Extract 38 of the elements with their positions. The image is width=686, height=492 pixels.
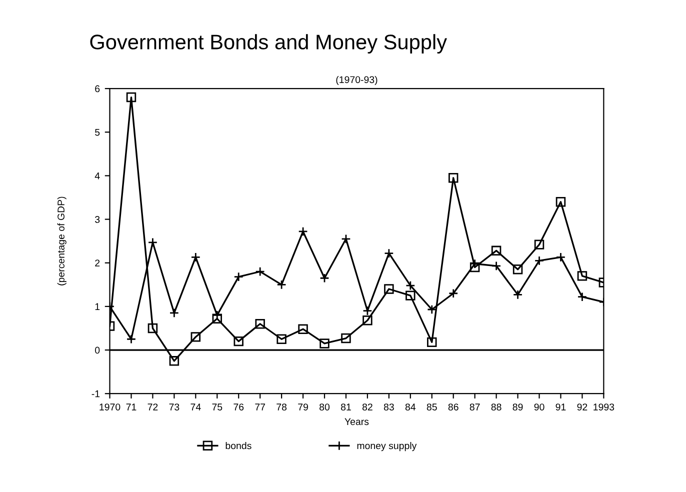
y-tick-label: -1 [92, 390, 100, 398]
y-tick-label: 4 [94, 172, 100, 180]
x-tick-label: 72 [148, 404, 158, 410]
y-tick-label: 3 [95, 216, 100, 223]
x-tick-label: 74 [190, 404, 201, 410]
y-tick-label: 1 [95, 303, 100, 310]
x-tick-label: 71 [126, 404, 136, 410]
x-tick-label: 80 [320, 404, 330, 410]
legend-label: money supply [357, 442, 417, 452]
y-axis-title: (percentage of GDP) [57, 196, 66, 286]
x-tick-label: 78 [276, 404, 287, 410]
y-tick-label: 0 [95, 346, 100, 354]
x-tick-label: 75 [212, 404, 222, 410]
x-tick-label: 73 [169, 404, 180, 410]
chart-subtitle: (1970-93) [336, 76, 378, 86]
x-tick-label: 85 [426, 404, 437, 410]
chart-title: Government Bonds and Money Supply [90, 34, 447, 54]
y-tick-label: 2 [95, 260, 100, 266]
x-tick-label: 1993 [594, 404, 614, 410]
x-tick-label: 1970 [100, 404, 120, 410]
y-tick-label: 6 [95, 85, 100, 92]
x-tick-label: 87 [470, 404, 480, 410]
x-tick-label: 89 [512, 404, 523, 410]
x-tick-label: 79 [298, 404, 308, 410]
legend-label: bonds [226, 442, 252, 450]
x-tick-label: 83 [384, 404, 394, 410]
x-tick-label: 76 [234, 404, 244, 410]
y-tick-label: 5 [95, 128, 100, 136]
x-tick-label: 88 [491, 404, 502, 410]
x-tick-label: 91 [556, 404, 566, 410]
x-axis-title: Years [344, 418, 369, 426]
x-tick-label: 81 [341, 404, 351, 410]
x-tick-label: 86 [448, 404, 458, 410]
x-tick-label: 90 [534, 404, 544, 410]
x-tick-label: 92 [577, 404, 588, 410]
x-tick-label: 84 [405, 404, 416, 410]
x-tick-label: 82 [362, 404, 372, 410]
x-tick-label: 77 [255, 404, 266, 410]
